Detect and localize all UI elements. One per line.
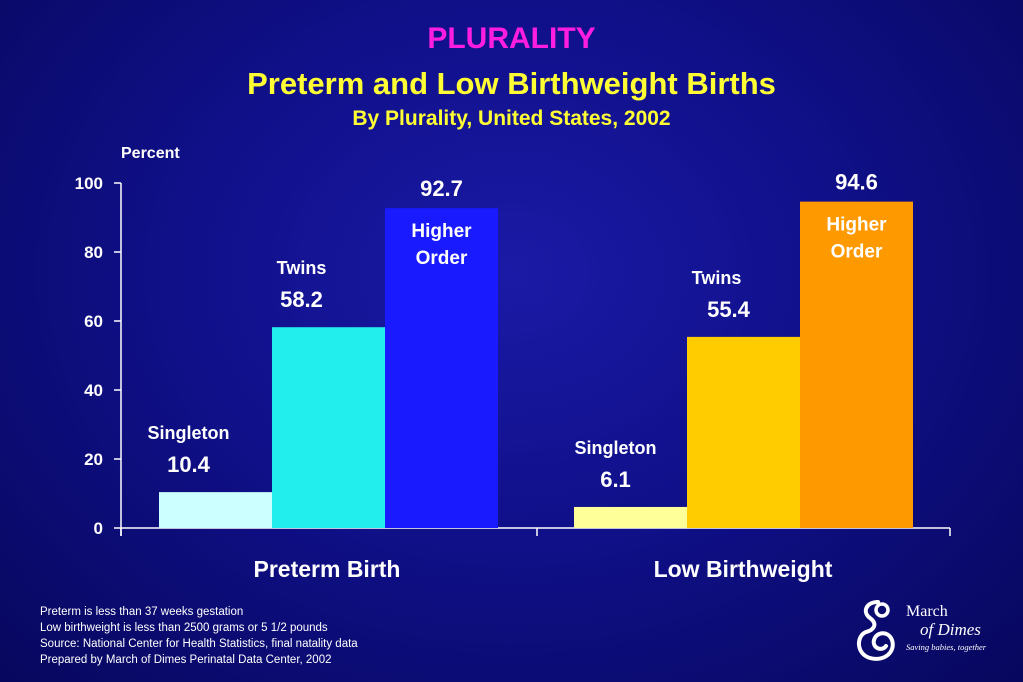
bar-name-label: Order [416,248,468,269]
y-tick-label: 20 [84,450,103,469]
logo-tagline: Saving babies, together [906,642,987,652]
logo-text-march: March [906,603,948,620]
y-tick-label: 100 [75,174,103,193]
footnote-source: Source: National Center for Health Stati… [40,638,358,650]
footnotes: Preterm is less than 37 weeks gestation … [40,604,358,668]
chart-title: PLURALITY [427,22,596,55]
data-label: 58.2 [280,287,323,312]
footnote-lbw: Low birthweight is less than 2500 grams … [40,622,328,634]
bar-1-1 [687,336,800,528]
data-label: 94.6 [835,170,878,195]
bar-name-label: Singleton [148,423,230,443]
bar-name-label: Twins [277,258,327,278]
bar-1-0 [574,506,687,528]
y-tick-label: 0 [94,519,103,538]
chart-subtitle-2: By Plurality, United States, 2002 [352,107,671,130]
bar-name-label: Twins [692,268,742,288]
chart-subtitle: Preterm and Low Birthweight Births [247,66,776,101]
y-tick-label: 40 [84,381,103,400]
bar-name-label: Order [831,242,883,263]
data-label: 55.4 [707,297,751,322]
march-of-dimes-logo-icon [857,600,895,661]
y-tick-label: 60 [84,312,103,331]
bar-chart: 0 20 40 60 80 100 Percent Singleton 10.4 Twins 58.… [75,145,913,582]
y-axis-label: Percent [121,145,180,162]
bar-0-2 [385,208,498,528]
bar-name-label: Higher [411,221,472,242]
footnote-prepared: Prepared by March of Dimes Perinatal Dat… [40,654,332,666]
x-category-label: Preterm Birth [254,556,401,582]
data-label: 6.1 [600,467,631,492]
bar-1-2 [800,201,913,528]
footnote-preterm: Preterm is less than 37 weeks gestation [40,606,244,618]
bar-name-label: Higher [826,215,887,236]
y-tick-label: 80 [84,243,103,262]
bar-0-1 [272,327,385,528]
data-label: 92.7 [420,176,463,201]
bar-name-label: Singleton [575,438,657,458]
data-label: 10.4 [167,452,211,477]
bar-0-0 [159,492,272,528]
x-category-label: Low Birthweight [654,556,833,582]
logo-text-of-dimes: of Dimes [920,620,981,639]
